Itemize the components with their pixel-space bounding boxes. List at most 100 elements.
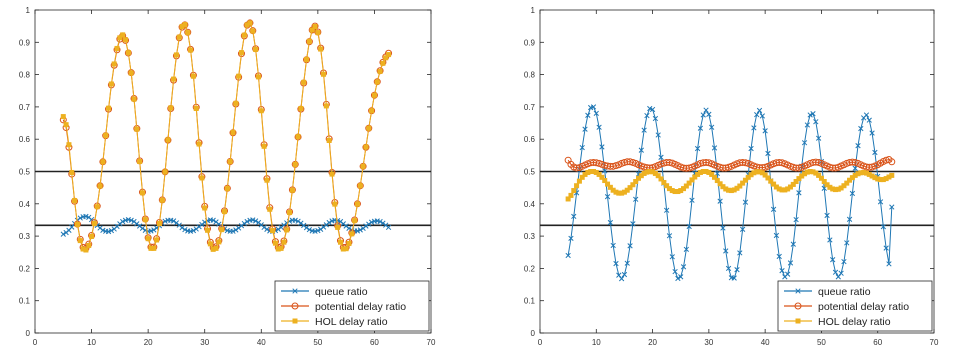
left-data-point-queue-ratio <box>162 218 168 224</box>
left-data-point-queue-ratio <box>377 218 383 225</box>
left-data-point-HOL-delay-ratio <box>165 137 171 143</box>
right-data-point-queue-ratio <box>723 248 729 254</box>
left-data-point-HOL-delay-ratio <box>321 71 327 77</box>
left-data-point-queue-ratio <box>380 220 386 226</box>
right-y-tick-label: 0.3 <box>524 232 536 241</box>
right-data-point-queue-ratio <box>770 206 777 212</box>
left-data-point-HOL-delay-ratio <box>309 27 315 33</box>
left-data-point-HOL-delay-ratio <box>255 74 261 80</box>
left-x-tick-label: 60 <box>370 338 379 347</box>
left-data-point-HOL-delay-ratio <box>352 218 358 224</box>
right-data-point-queue-ratio <box>807 112 813 118</box>
right-data-point-queue-ratio <box>872 149 878 156</box>
left-data-point-queue-ratio <box>366 221 372 227</box>
right-data-point-queue-ratio <box>621 271 628 278</box>
left-data-point-HOL-delay-ratio <box>224 186 230 192</box>
right-data-point-HOL-delay-ratio <box>681 186 687 192</box>
right-data-point-HOL-delay-ratio <box>658 176 664 182</box>
right-data-point-HOL-delay-ratio <box>596 171 602 177</box>
left-data-point-queue-ratio <box>179 225 185 231</box>
right-data-point-queue-ratio <box>801 140 808 146</box>
left-data-point-HOL-delay-ratio <box>168 105 174 111</box>
left-data-point-HOL-delay-ratio <box>69 169 75 175</box>
right-data-point-queue-ratio <box>669 254 675 260</box>
right-data-point-queue-ratio <box>616 272 622 278</box>
left-data-point-HOL-delay-ratio <box>213 245 219 251</box>
left-data-point-HOL-delay-ratio <box>137 158 143 164</box>
left-data-point-HOL-delay-ratio <box>337 239 343 245</box>
right-data-point-queue-ratio <box>869 130 875 136</box>
left-data-point-potential-delay-ratio <box>311 22 319 30</box>
left-data-point-queue-ratio <box>264 226 270 232</box>
left-data-point-HOL-delay-ratio <box>156 221 162 227</box>
right-data-point-HOL-delay-ratio <box>847 177 853 183</box>
right-data-point-queue-ratio <box>759 113 765 119</box>
right-data-point-queue-ratio <box>877 199 884 205</box>
right-data-point-queue-ratio <box>711 145 718 151</box>
right-data-point-queue-ratio <box>844 240 850 246</box>
right-y-tick-label: 0.4 <box>524 200 536 209</box>
right-data-point-HOL-delay-ratio <box>737 183 743 189</box>
right-data-point-queue-ratio <box>641 127 647 133</box>
left-data-point-HOL-delay-ratio <box>343 246 349 252</box>
right-data-point-queue-ratio <box>835 274 841 280</box>
right-data-point-HOL-delay-ratio <box>768 178 774 184</box>
right-data-point-queue-ratio <box>765 150 771 157</box>
left-series-markers-HOL-delay-ratio <box>60 20 392 253</box>
right-data-point-HOL-delay-ratio <box>630 182 636 188</box>
left-data-point-HOL-delay-ratio <box>125 50 131 56</box>
right-y-tick-label: 0.5 <box>524 168 536 177</box>
right-data-point-HOL-delay-ratio <box>841 183 847 189</box>
left-data-point-HOL-delay-ratio <box>270 228 276 234</box>
right-data-point-queue-ratio <box>858 125 864 132</box>
right-data-point-queue-ratio <box>680 264 687 270</box>
right-data-point-HOL-delay-ratio <box>692 174 698 180</box>
right-data-point-HOL-delay-ratio <box>574 183 580 189</box>
left-data-point-HOL-delay-ratio <box>77 238 83 244</box>
right-data-point-HOL-delay-ratio <box>824 182 830 188</box>
left-data-point-queue-ratio <box>250 217 256 223</box>
left-data-point-queue-ratio <box>83 213 89 220</box>
left-data-point-HOL-delay-ratio <box>264 177 270 183</box>
right-data-point-HOL-delay-ratio <box>664 183 670 189</box>
left-data-point-queue-ratio <box>306 226 313 233</box>
right-y-tick-label: 0.9 <box>524 38 536 47</box>
left-data-point-HOL-delay-ratio <box>188 47 194 53</box>
right-data-point-queue-ratio <box>613 260 619 267</box>
left-data-point-HOL-delay-ratio <box>312 23 318 29</box>
left-data-point-queue-ratio <box>105 228 112 235</box>
right-data-point-HOL-delay-ratio <box>627 185 633 191</box>
right-data-point-queue-ratio <box>624 260 630 266</box>
right-data-point-queue-ratio <box>863 112 870 118</box>
left-data-point-queue-ratio <box>170 218 177 224</box>
left-data-point-HOL-delay-ratio <box>216 239 222 245</box>
left-data-point-queue-ratio <box>128 217 134 223</box>
right-data-point-queue-ratio <box>579 144 585 151</box>
right-data-point-queue-ratio <box>585 112 591 118</box>
left-data-point-queue-ratio <box>139 225 146 232</box>
left-data-point-HOL-delay-ratio <box>86 242 92 248</box>
right-data-point-HOL-delay-ratio <box>790 181 796 187</box>
left-data-point-HOL-delay-ratio <box>236 73 242 79</box>
left-y-tick-label: 0.8 <box>19 71 31 80</box>
right-legend-label-queue-ratio: queue ratio <box>818 286 871 298</box>
left-data-point-HOL-delay-ratio <box>357 183 363 189</box>
left-data-point-potential-delay-ratio <box>373 78 381 86</box>
left-data-point-HOL-delay-ratio <box>278 245 284 251</box>
right-data-point-queue-ratio <box>565 252 571 259</box>
left-data-point-HOL-delay-ratio <box>207 241 213 247</box>
right-data-point-queue-ratio <box>644 112 650 119</box>
left-data-point-HOL-delay-ratio <box>323 103 329 109</box>
left-data-point-queue-ratio <box>261 224 267 231</box>
left-data-point-HOL-delay-ratio <box>128 70 134 76</box>
right-x-tick-label: 70 <box>930 338 939 347</box>
right-data-point-queue-ratio <box>683 246 689 252</box>
right-data-point-HOL-delay-ratio <box>762 172 768 178</box>
left-data-point-HOL-delay-ratio <box>380 60 386 66</box>
left-x-tick-label: 40 <box>257 338 266 347</box>
right-data-point-queue-ratio <box>627 243 633 249</box>
right-data-point-queue-ratio <box>830 257 836 263</box>
right-y-tick-label: 1 <box>531 6 536 15</box>
left-data-point-HOL-delay-ratio <box>114 45 120 51</box>
